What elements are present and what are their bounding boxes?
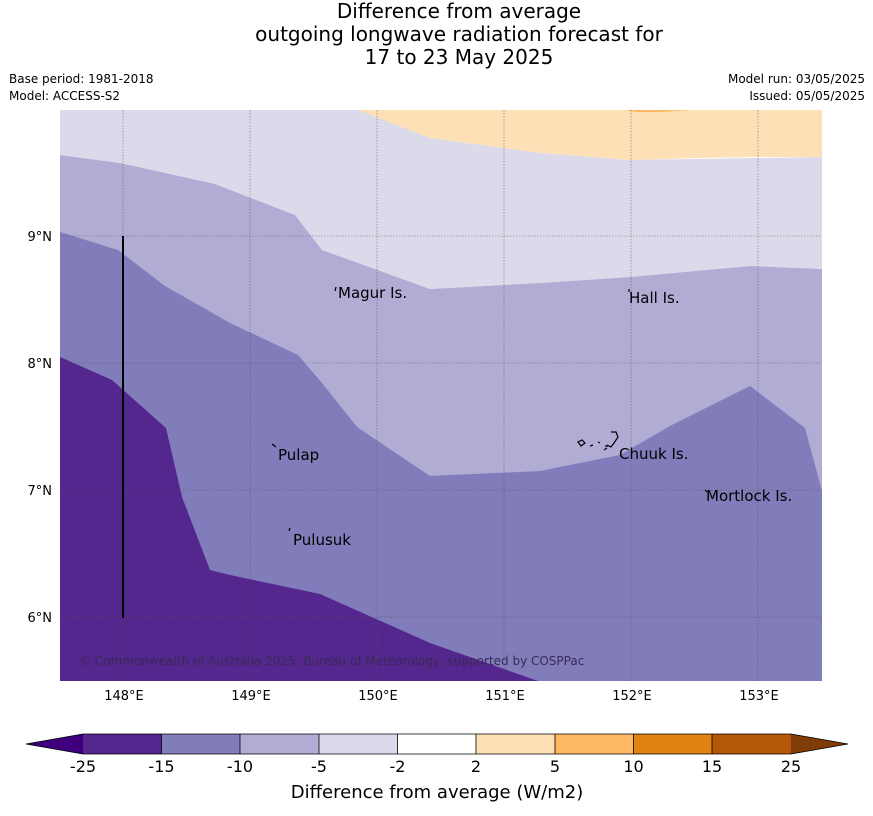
map-title: Difference from average outgoing longwav… — [0, 0, 873, 69]
lon-tick-152: 152°E — [612, 689, 652, 704]
label-chuuk: Chuuk Is. — [619, 445, 688, 463]
title-line-2: outgoing longwave radiation forecast for — [255, 22, 663, 46]
colorbar-tick-p10: 10 — [623, 757, 643, 776]
band-p5-p10 — [624, 110, 690, 112]
lon-tick-153: 153°E — [739, 689, 779, 704]
model-name: Model: ACCESS-S2 — [9, 89, 121, 103]
colorbar-tick-p15: 15 — [702, 757, 722, 776]
lat-axis: 9°N 8°N 7°N 6°N — [28, 230, 53, 626]
colorbar-seg-p2-p5 — [476, 734, 555, 754]
lat-tick-7: 7°N — [28, 484, 53, 499]
magur-island-mark — [334, 286, 337, 292]
issued-date: Issued: 05/05/2025 — [749, 89, 865, 103]
pulap-island-mark — [271, 443, 277, 448]
colorbar-tick-m5: -5 — [311, 757, 327, 776]
title-line-3: 17 to 23 May 2025 — [364, 45, 554, 69]
lon-tick-149: 149°E — [231, 689, 271, 704]
colorbar-tick-m10: -10 — [227, 757, 253, 776]
lat-tick-8: 8°N — [28, 357, 53, 372]
model-run: Model run: 03/05/2025 — [727, 72, 865, 86]
title-line-1: Difference from average — [336, 0, 582, 23]
lon-tick-150: 150°E — [358, 689, 398, 704]
colorbar-seg-m5-m2 — [319, 734, 398, 754]
copyright-notice: © Commonwealth of Australia 2025, Bureau… — [79, 654, 584, 668]
lon-tick-148: 148°E — [104, 689, 144, 704]
colorbar-seg-m10-m5 — [240, 734, 319, 754]
contour-fills — [60, 110, 822, 681]
colorbar-tick-m2: -2 — [390, 757, 406, 776]
colorbar-seg-m25-m15 — [83, 734, 162, 754]
map-panel: Magur Is. Hall Is. Pulap Chuuk Is. Mortl… — [60, 110, 822, 681]
colorbar-label: Difference from average (W/m2) — [291, 782, 583, 803]
band-m5-m2-upper — [60, 110, 822, 289]
colorbar-tick-p25: 25 — [781, 757, 801, 776]
meta-right: Model run: 03/05/2025 Issued: 05/05/2025 — [728, 71, 865, 105]
colorbar-seg-p15-p25 — [712, 734, 791, 754]
lon-tick-151: 151°E — [485, 689, 525, 704]
colorbar-tick-p2: 2 — [471, 757, 481, 776]
colorbar-dividers — [161, 734, 713, 754]
chuuk-lagoon-mark — [577, 431, 619, 451]
colorbar-tick-m15: -15 — [148, 757, 174, 776]
lat-tick-6: 6°N — [28, 611, 53, 626]
mortlock-island-mark — [704, 489, 708, 493]
lon-axis: 148°E 149°E 150°E 151°E 152°E 153°E — [104, 689, 779, 704]
meta-left: Base period: 1981-2018 Model: ACCESS-S2 — [9, 71, 154, 105]
colorbar-tick-m25: -25 — [70, 757, 96, 776]
island-markers — [271, 286, 708, 532]
colorbar-extend-high — [791, 734, 848, 754]
colorbar-extend-low — [26, 734, 83, 754]
pulusuk-island-mark — [288, 527, 291, 532]
colorbar-seg-p5-p10 — [555, 734, 634, 754]
colorbar-outline — [25, 733, 849, 755]
band-m15-m10 — [60, 232, 822, 681]
colorbar-seg-m2-p2 — [397, 734, 476, 754]
colorbar-tick-p5: 5 — [550, 757, 560, 776]
lat-tick-9: 9°N — [28, 230, 53, 245]
colorbar: -25 -15 -10 -5 -2 2 5 10 15 25 Differenc… — [25, 733, 849, 803]
band-m25-m15 — [60, 357, 538, 681]
label-magur: Magur Is. — [338, 284, 407, 302]
label-hall: Hall Is. — [629, 289, 680, 307]
colorbar-seg-p10-p15 — [633, 734, 712, 754]
label-mortlock: Mortlock Is. — [706, 487, 792, 505]
colorbar-seg-m15-m10 — [161, 734, 240, 754]
label-pulap: Pulap — [278, 446, 319, 464]
base-period: Base period: 1981-2018 — [9, 72, 154, 86]
band-p2-p5 — [358, 110, 822, 160]
label-pulusuk: Pulusuk — [293, 531, 351, 549]
